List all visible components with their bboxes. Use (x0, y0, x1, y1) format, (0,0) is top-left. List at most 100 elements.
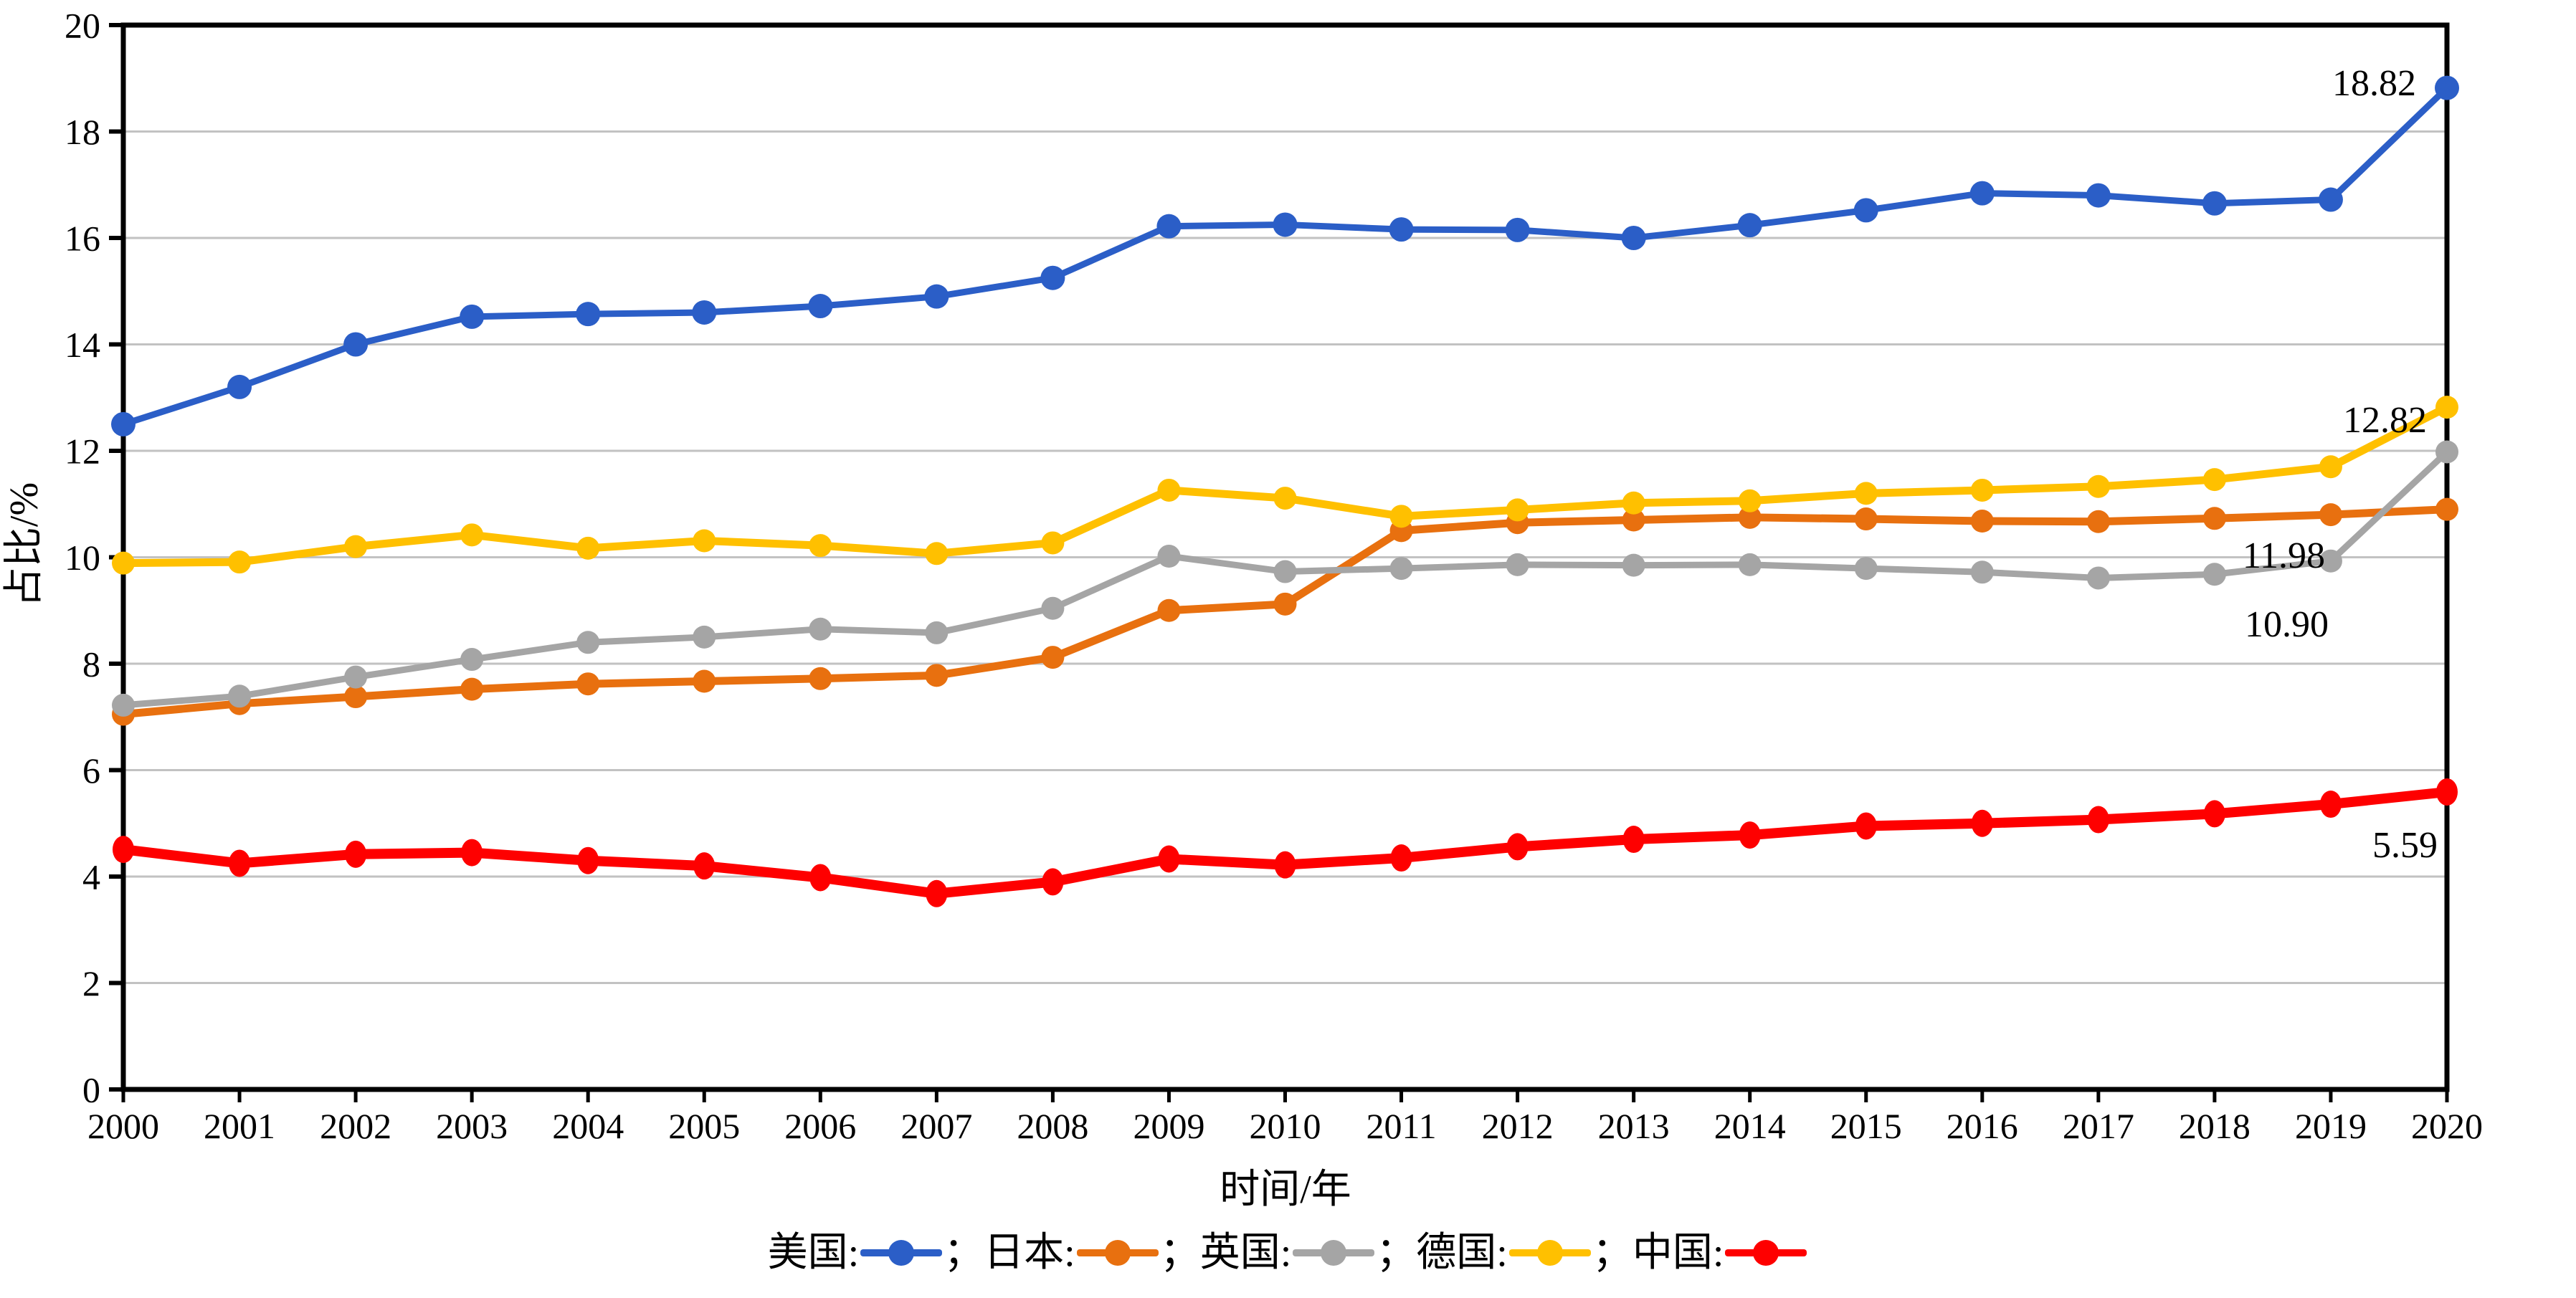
data-point-japan (809, 667, 832, 690)
data-point-china (809, 864, 832, 892)
y-tick-label: 12 (65, 431, 100, 472)
data-point-china (2087, 806, 2109, 834)
data-point-japan (2319, 503, 2342, 527)
data-point-japan (1738, 505, 1762, 529)
data-point-us (1273, 212, 1298, 237)
x-tick-label: 2013 (1598, 1106, 1670, 1146)
y-tick-label: 14 (65, 325, 100, 365)
y-tick-label: 6 (82, 750, 100, 791)
data-point-germany (1506, 498, 1529, 522)
data-point-china (1506, 833, 1529, 861)
x-tick-label: 2003 (436, 1106, 508, 1146)
legend-dot-icon (1104, 1240, 1131, 1266)
x-axis-title: 时间/年 (1220, 1168, 1351, 1212)
x-tick-label: 2015 (1830, 1106, 1902, 1146)
data-point-japan (344, 685, 368, 709)
data-point-us (2202, 191, 2227, 216)
y-tick-label: 8 (82, 644, 100, 684)
data-point-china (1158, 845, 1180, 873)
data-point-germany (2086, 474, 2110, 498)
data-point-uk (1622, 553, 1645, 577)
data-point-germany (1389, 505, 1413, 528)
legend-separator: ； (1159, 1231, 1200, 1275)
data-point-us (343, 332, 369, 357)
x-tick-label: 2008 (1017, 1106, 1088, 1146)
data-point-us (2318, 187, 2343, 212)
data-point-germany (2435, 396, 2458, 419)
value-label-germany: 12.82 (2343, 400, 2427, 441)
legend-label-japan: 日本: (984, 1231, 1075, 1275)
data-point-japan (1854, 507, 1878, 531)
data-point-uk (1738, 553, 1762, 576)
x-tick-label: 2000 (87, 1106, 159, 1146)
data-point-china (229, 849, 251, 877)
data-point-us (924, 284, 949, 309)
data-point-us (1737, 213, 1762, 238)
x-tick-label: 2004 (552, 1106, 624, 1146)
data-point-us (576, 302, 601, 327)
y-tick-label: 20 (65, 6, 100, 46)
data-point-germany (925, 542, 949, 566)
data-point-germany (1738, 489, 1762, 512)
data-point-germany (576, 536, 600, 560)
data-point-china (2203, 800, 2225, 828)
x-tick-label: 2019 (2295, 1106, 2367, 1146)
data-point-uk (112, 693, 135, 717)
data-point-uk (228, 684, 252, 708)
x-tick-label: 2001 (204, 1106, 275, 1146)
x-tick-label: 2005 (668, 1106, 740, 1146)
data-point-us (1040, 265, 1065, 290)
data-point-uk (1273, 560, 1297, 583)
y-tick-label: 0 (82, 1070, 100, 1110)
x-tick-label: 2011 (1366, 1106, 1436, 1146)
data-point-us (111, 411, 136, 436)
data-point-uk (460, 648, 484, 672)
data-point-japan (2435, 497, 2458, 521)
x-tick-label: 2016 (1947, 1106, 2018, 1146)
gridlines (123, 130, 2447, 984)
data-point-us (227, 374, 252, 399)
data-point-japan (2202, 507, 2226, 530)
data-point-us (1621, 226, 1646, 250)
data-point-germany (1157, 478, 1181, 502)
y-tick-label: 2 (82, 963, 100, 1003)
legend-dot-icon (1321, 1240, 1347, 1266)
x-tick-label: 2009 (1133, 1106, 1204, 1146)
value-label-us: 18.82 (2332, 63, 2416, 104)
legend-dot-icon (1753, 1240, 1779, 1266)
data-point-japan (1157, 598, 1181, 622)
data-point-china (1042, 868, 1064, 896)
x-tick-label: 2014 (1714, 1106, 1786, 1146)
data-point-japan (1041, 646, 1065, 669)
legend-separator: ； (1592, 1231, 1632, 1275)
data-point-germany (693, 529, 716, 553)
x-tick-label: 2020 (2411, 1106, 2483, 1146)
data-point-china (1739, 821, 1761, 849)
data-point-uk (2086, 566, 2110, 590)
legend-separator: ； (1376, 1231, 1417, 1275)
data-point-germany (1041, 531, 1065, 555)
data-point-germany (228, 550, 252, 574)
legend-separator: ； (944, 1231, 984, 1275)
data-point-japan (1622, 508, 1645, 532)
value-label-japan: 10.90 (2245, 604, 2329, 645)
data-point-uk (344, 665, 368, 689)
data-point-uk (1389, 557, 1413, 581)
x-tick-label: 2017 (2063, 1106, 2134, 1146)
data-point-japan (925, 664, 949, 687)
data-point-us (808, 294, 833, 319)
data-point-uk (1041, 596, 1065, 620)
data-point-us (2086, 183, 2111, 208)
x-tick-label: 2006 (784, 1106, 856, 1146)
legend-dot-icon (1536, 1240, 1563, 1266)
data-point-us (2435, 75, 2459, 100)
value-label-china: 5.59 (2372, 825, 2438, 866)
data-point-uk (1970, 560, 1994, 584)
y-tick-label: 18 (65, 112, 100, 152)
legend-marker-germany (1508, 1227, 1592, 1279)
y-tick-label: 16 (65, 219, 100, 259)
data-point-uk (1854, 557, 1878, 581)
data-point-china (1971, 809, 1993, 837)
